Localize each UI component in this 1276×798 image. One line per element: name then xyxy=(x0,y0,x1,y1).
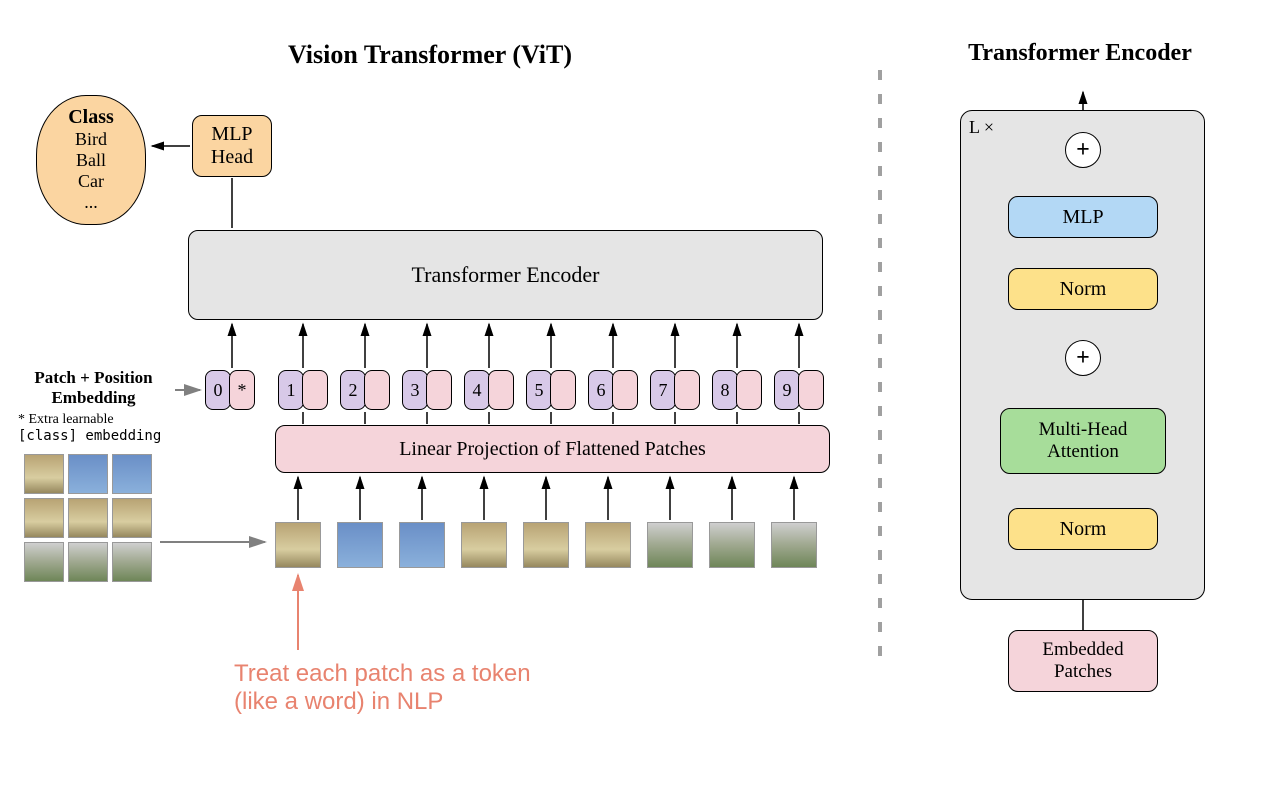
add1-node: + xyxy=(1065,340,1101,376)
embedded-patches-block: Embedded Patches xyxy=(1008,630,1158,692)
repeat-label: L × xyxy=(969,117,994,138)
norm2-block: Norm xyxy=(1008,268,1158,310)
norm1-block: Norm xyxy=(1008,508,1158,550)
mlp-block: MLP xyxy=(1008,196,1158,238)
add2-node: + xyxy=(1065,132,1101,168)
mha-block: Multi-Head Attention xyxy=(1000,408,1166,474)
encoder-title: Transformer Encoder xyxy=(915,40,1245,67)
